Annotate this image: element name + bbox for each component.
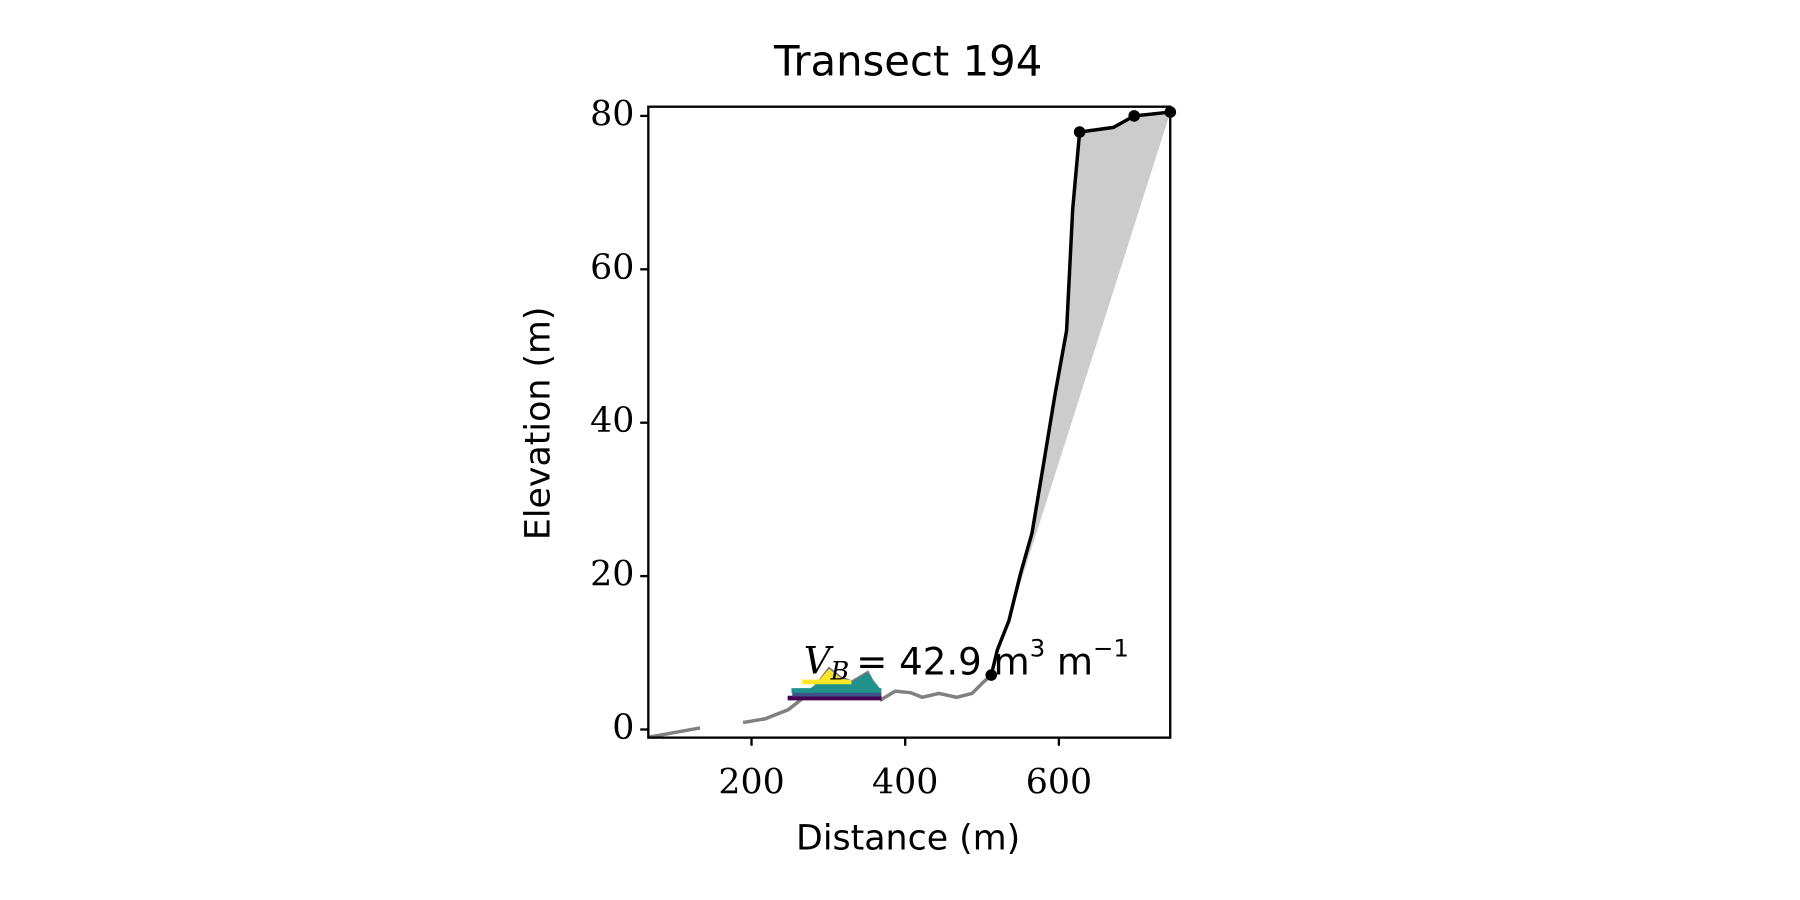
annotation: VB = 42.9 m3 m−1 xyxy=(804,633,1129,686)
point xyxy=(1073,126,1086,138)
annotation-part: −1 xyxy=(1093,633,1129,662)
x-tick-label: 400 xyxy=(872,763,938,803)
x-axis-label: Distance (m) xyxy=(796,819,1020,859)
x-tick-label: 600 xyxy=(1026,763,1092,803)
annotation-part: m xyxy=(1057,640,1093,683)
y-axis-label: Elevation (m) xyxy=(518,307,558,541)
cliff-line xyxy=(989,110,1171,676)
point xyxy=(1128,110,1140,122)
annotation-part: = 42.9 m xyxy=(856,640,1029,683)
chart-title: Transect 194 xyxy=(773,36,1042,85)
level-fill xyxy=(802,668,852,682)
cliff-area xyxy=(991,112,1171,676)
point xyxy=(985,669,998,681)
annotation-part: V xyxy=(804,639,834,682)
plot-area xyxy=(648,110,1171,738)
y-tick-label: 20 xyxy=(590,555,634,595)
y-tick-label: 60 xyxy=(590,248,634,288)
annotation-part: 3 xyxy=(1030,633,1046,662)
y-tick-label: 80 xyxy=(590,94,634,134)
annotation-part: B xyxy=(830,657,850,687)
y-tick-label: 0 xyxy=(612,708,634,748)
y-tick-label: 40 xyxy=(590,401,634,441)
x-tick-label: 200 xyxy=(718,763,784,803)
